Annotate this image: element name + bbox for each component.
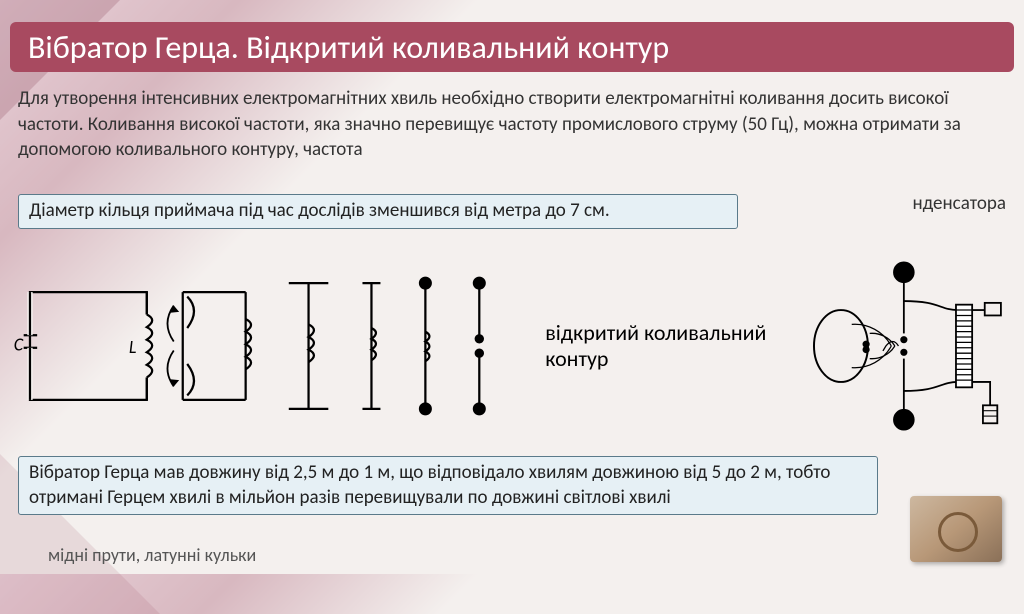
- intro-text: Для утворення інтенсивних електромагнітн…: [18, 87, 961, 161]
- note-diameter: Діаметр кільця приймача під час дослідів…: [18, 194, 738, 229]
- intro-tail: нденсатора: [912, 191, 1006, 217]
- hand-ring-photo: [910, 496, 1002, 562]
- hertz-apparatus-diagram: [805, 246, 1012, 446]
- slide-title: Вібратор Герца. Відкритий коливальний ко…: [10, 22, 1014, 72]
- diagram-row: C L відкритий коливальний контур: [12, 244, 1012, 448]
- occluded-caption: мідні прути, латунні кульки: [48, 544, 256, 566]
- label-l: L: [129, 336, 137, 358]
- oscillating-circuit-diagram: C L: [12, 246, 551, 446]
- note-vibrator-length: Вібратор Герца мав довжину від 2,5 м до …: [18, 456, 878, 515]
- label-c: C: [14, 333, 24, 355]
- open-circuit-label: відкритий коливальний контур: [545, 320, 805, 373]
